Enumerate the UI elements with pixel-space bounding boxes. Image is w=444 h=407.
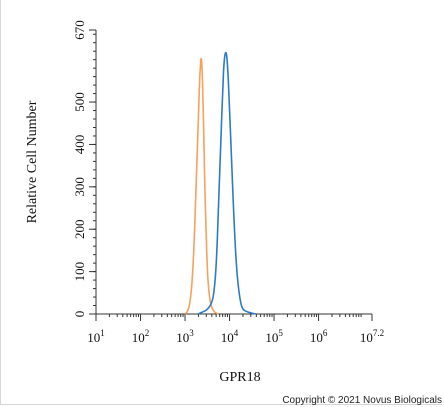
y-tick-label: 200 — [72, 219, 87, 239]
x-tick-label: 104 — [221, 328, 239, 345]
copyright-text: Copyright © 2021 Novus Biologicals — [282, 395, 442, 406]
series-line-2 — [198, 51, 257, 315]
x-tick-label: 101 — [87, 328, 105, 345]
y-tick-label: 0 — [72, 311, 87, 318]
series-layer — [184, 51, 257, 315]
y-tick-label: 300 — [72, 177, 87, 197]
y-tick-label: 500 — [72, 92, 87, 112]
series-line-1 — [184, 57, 219, 315]
x-tick-label: 105 — [265, 328, 283, 345]
y-axis-label: Relative Cell Number — [25, 100, 40, 223]
x-tick-label: 102 — [132, 328, 150, 345]
x-tick-label: 107.2 — [360, 328, 384, 345]
y-tick-label: 100 — [72, 262, 87, 282]
y-tick-label: 670 — [72, 20, 87, 40]
x-axis: 101 102 103 104 105 106 107.2 — [87, 313, 384, 345]
x-axis-label: GPR18 — [219, 370, 260, 385]
x-tick-label: 106 — [310, 328, 328, 345]
x-tick-label: 103 — [176, 328, 194, 345]
y-axis: 0 100 200 300 400 500 670 — [72, 20, 97, 318]
y-tick-label: 400 — [72, 135, 87, 155]
